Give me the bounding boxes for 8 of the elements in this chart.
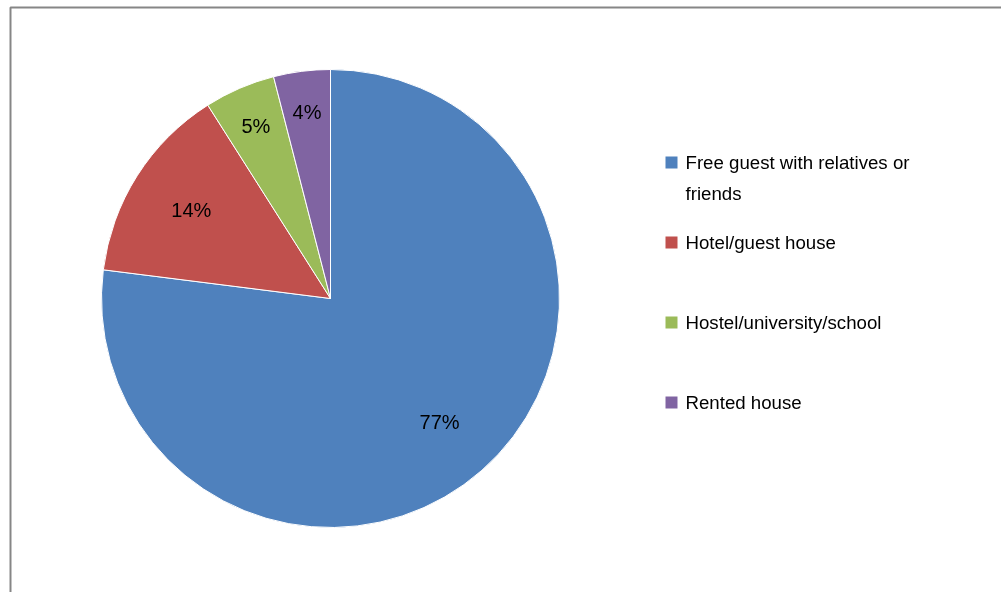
data-label: 14%	[171, 199, 212, 222]
data-label: 4%	[292, 101, 322, 124]
legend-label: Rented house	[685, 392, 802, 413]
data-label: 5%	[241, 115, 271, 138]
legend-label: Hotel/guest house	[685, 232, 836, 253]
legend-label: Free guest with relatives or friends	[685, 152, 910, 204]
legend-label: Hostel/university/school	[685, 312, 882, 333]
data-label: 77%	[419, 411, 460, 434]
